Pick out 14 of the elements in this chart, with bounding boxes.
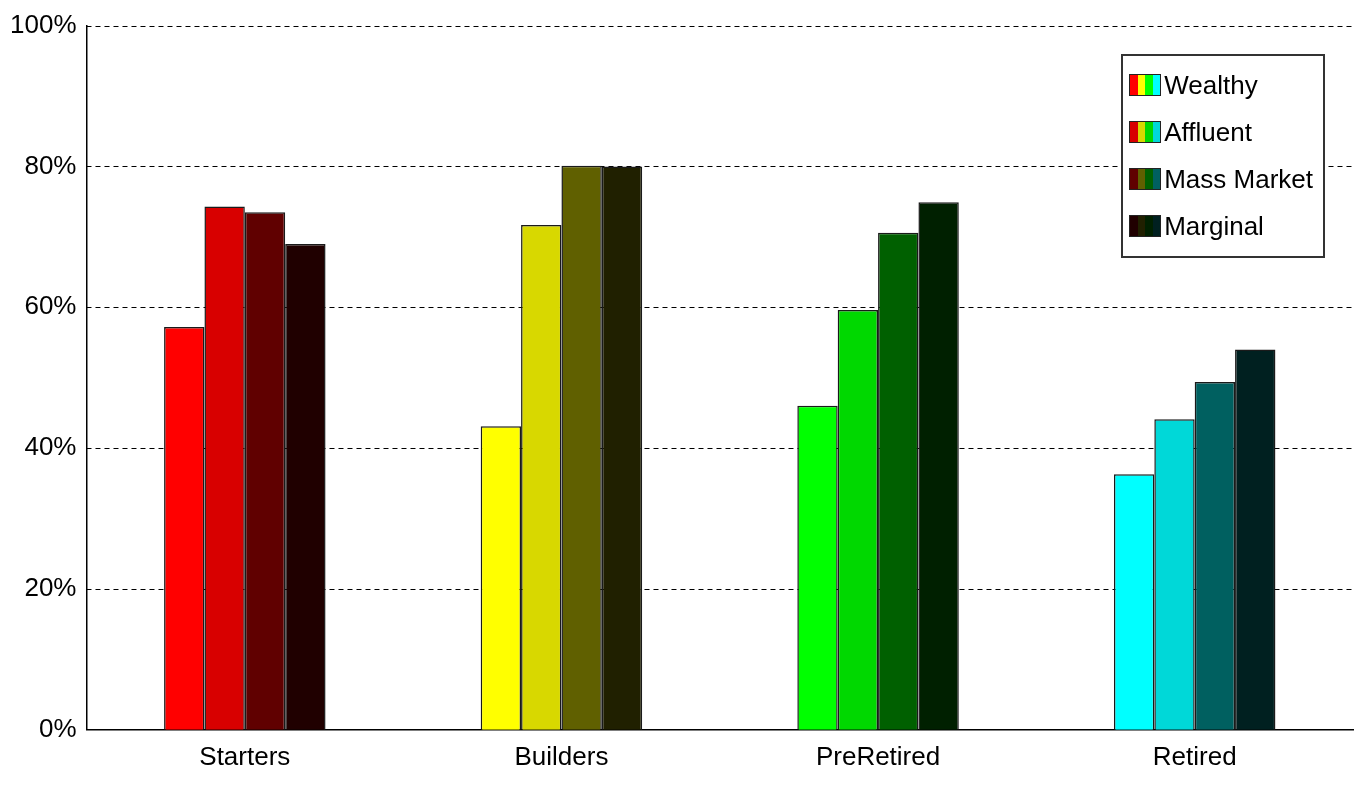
x-tick-label: Builders	[514, 740, 609, 771]
y-tick-label: 80%	[24, 149, 77, 180]
legend-label: Wealthy	[1164, 69, 1258, 101]
legend-label: Marginal	[1164, 210, 1264, 242]
x-tick-label: Starters	[199, 740, 291, 771]
y-tick-label: 20%	[24, 572, 77, 603]
y-tick-label: 60%	[24, 290, 77, 321]
x-tick-label: PreRetired	[815, 740, 941, 771]
legend-label: Affluent	[1164, 116, 1252, 148]
x-tick-label: Retired	[1152, 740, 1237, 771]
legend-label: Mass Market	[1164, 163, 1313, 195]
y-tick-label: 100%	[10, 8, 77, 39]
y-tick-label: 0%	[38, 712, 77, 743]
y-tick-label: 40%	[24, 431, 77, 462]
